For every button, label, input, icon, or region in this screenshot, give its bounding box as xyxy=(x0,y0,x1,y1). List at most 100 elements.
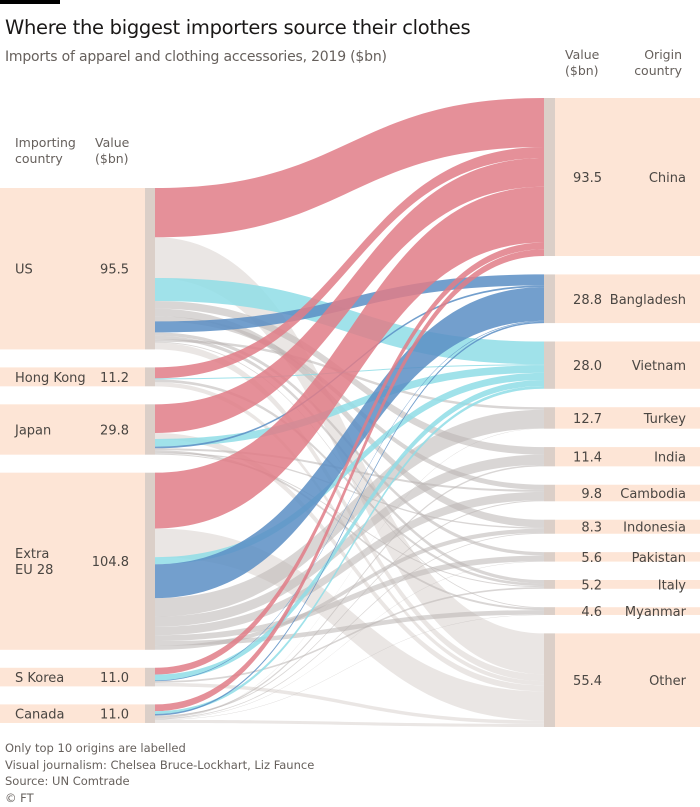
origin-bar-other xyxy=(544,633,555,727)
flow-extra-eu-28-to-myanmar xyxy=(155,610,544,646)
origin-value: 12.7 xyxy=(573,412,602,427)
flow-canada-to-myanmar xyxy=(155,614,544,720)
importer-bar-us xyxy=(145,188,155,350)
flow-us-to-myanmar xyxy=(155,341,544,609)
flow-extra-eu-28-to-turkey xyxy=(155,409,544,617)
flow-canada-to-other xyxy=(155,719,544,727)
footer: Only top 10 origins are labelled Visual … xyxy=(5,740,314,806)
origin-bar-turkey xyxy=(544,407,555,429)
node-labels: US 95.5 Hong Kong 11.2 Japan 29.8 Extra EU 28 10… xyxy=(14,171,687,723)
importer-label-line: S Korea xyxy=(15,671,64,686)
header-line: Value xyxy=(95,135,130,150)
importer-value: 29.8 xyxy=(100,424,129,439)
origin-value: 28.0 xyxy=(573,359,602,374)
importer-label-line: Canada xyxy=(15,708,64,723)
flow-extra-eu-28-to-cambodia xyxy=(155,491,544,636)
importer-label: Japan xyxy=(14,424,51,439)
importing-country-header: Importing country xyxy=(15,135,76,167)
importer-label-line: EU 28 xyxy=(15,563,53,578)
origin-value: 9.8 xyxy=(581,487,602,502)
origin-country-header: Origin country xyxy=(624,47,682,79)
flow-extra-eu-28-to-india xyxy=(155,454,544,627)
importer-label-line: Japan xyxy=(14,424,51,439)
origin-value: 5.2 xyxy=(581,578,602,593)
flow-s-korea-to-vietnam xyxy=(155,380,544,681)
flow-links xyxy=(155,98,544,727)
importer-node-japan xyxy=(0,404,145,455)
flow-s-korea-to-china xyxy=(155,242,544,675)
origin-node-vietnam xyxy=(555,341,700,389)
origin-label: Bangladesh xyxy=(610,293,686,308)
origin-bar-indonesia xyxy=(544,519,555,534)
origin-bar-india xyxy=(544,447,555,467)
origin-bar-china xyxy=(544,98,555,257)
importer-node-hong-kong xyxy=(0,367,145,387)
importer-bar-canada xyxy=(145,704,155,723)
flow-s-korea-to-other xyxy=(155,682,544,724)
footer-source: Source: UN Comtrade xyxy=(5,774,130,788)
origin-label: Turkey xyxy=(643,412,687,427)
origin-node-indonesia xyxy=(555,519,700,534)
importer-label-line: Extra xyxy=(15,547,49,562)
origin-label: India xyxy=(654,451,686,466)
importer-node-us xyxy=(0,188,145,350)
flow-us-to-indonesia xyxy=(155,308,544,528)
flow-s-korea-to-bangladesh xyxy=(155,320,544,682)
importer-value: 95.5 xyxy=(100,263,129,278)
chart-subtitle: Imports of apparel and clothing accessor… xyxy=(5,49,387,65)
origin-label: China xyxy=(649,171,686,186)
origin-node-bangladesh xyxy=(555,274,700,324)
importer-bar-japan xyxy=(145,404,155,455)
origin-label: Cambodia xyxy=(620,487,686,502)
origin-value: 55.4 xyxy=(573,674,602,689)
header-line: Origin xyxy=(644,47,682,62)
importer-value: 104.8 xyxy=(92,555,129,570)
footer-note: Only top 10 origins are labelled xyxy=(5,741,186,755)
flow-canada-to-bangladesh xyxy=(155,321,544,716)
origin-label: Myanmar xyxy=(625,605,687,620)
header-line: country xyxy=(15,151,63,166)
flow-japan-to-vietnam xyxy=(155,365,544,447)
origin-value: 5.6 xyxy=(581,551,602,566)
origin-bar-bangladesh xyxy=(544,274,555,324)
origin-node-italy xyxy=(555,580,700,589)
origin-value: 11.4 xyxy=(573,451,602,466)
importer-label: Canada xyxy=(15,708,64,723)
origin-bar-myanmar xyxy=(544,607,555,615)
flow-hong-kong-to-other xyxy=(155,382,544,686)
header-line: Value xyxy=(565,47,600,62)
footer-credit: Visual journalism: Chelsea Bruce-Lockhar… xyxy=(5,757,315,772)
origin-node-pakistan xyxy=(555,552,700,562)
chart-title: Where the biggest importers source their… xyxy=(5,16,471,39)
origin-label: Other xyxy=(649,674,687,689)
origin-node-myanmar xyxy=(555,607,700,615)
nodes xyxy=(0,98,700,727)
origin-node-china xyxy=(555,98,700,257)
flow-hong-kong-to-china xyxy=(155,147,544,379)
importer-label-line: US xyxy=(15,263,33,278)
origin-value: 8.3 xyxy=(581,521,602,536)
flow-extra-eu-28-to-china xyxy=(155,186,544,529)
flow-canada-to-turkey xyxy=(155,428,544,720)
footer-copyright: © FT xyxy=(5,790,34,805)
importer-label: Extra EU 28 xyxy=(15,547,53,578)
header-line: country xyxy=(634,63,682,78)
importer-value: 11.2 xyxy=(100,371,129,386)
flow-extra-eu-28-to-indonesia xyxy=(155,528,544,650)
importer-label-line: Hong Kong xyxy=(15,371,86,386)
origin-label: Pakistan xyxy=(632,551,686,566)
importer-bar-s-korea xyxy=(145,667,155,687)
right-value-header: Value ($bn) xyxy=(565,47,599,79)
origin-value: 93.5 xyxy=(573,171,602,186)
flow-extra-eu-28-to-vietnam xyxy=(155,372,544,565)
origin-bar-italy xyxy=(544,580,555,589)
flow-canada-to-cambodia xyxy=(155,500,544,717)
origin-label: Indonesia xyxy=(623,521,686,536)
origin-value: 28.8 xyxy=(573,293,602,308)
origin-node-cambodia xyxy=(555,484,700,502)
flow-us-to-china xyxy=(155,98,544,238)
importer-label: S Korea xyxy=(15,671,64,686)
flow-extra-eu-28-to-bangladesh xyxy=(155,287,544,599)
flow-canada-to-pakistan xyxy=(155,561,544,720)
